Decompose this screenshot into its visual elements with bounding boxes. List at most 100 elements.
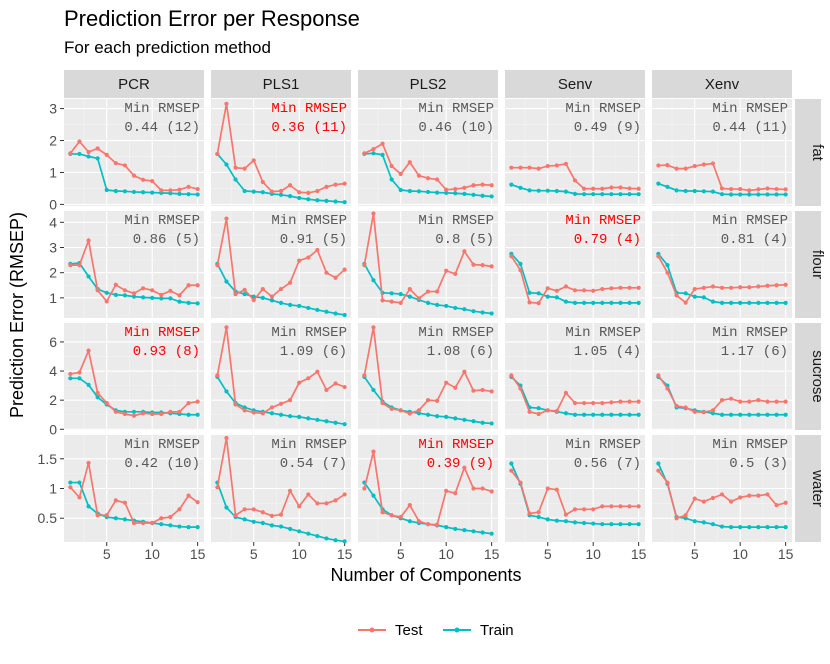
data-point-test [509,165,514,170]
data-point-train [627,300,632,305]
data-point-train [518,185,523,190]
data-point-train [68,480,73,485]
data-point-test [260,510,265,515]
x-axis-title: Number of Components [330,565,521,585]
data-point-test [287,488,293,493]
data-point-train [104,187,109,193]
data-point-test [536,411,541,417]
strip-label-flour: flour [809,250,826,279]
data-point-test [509,468,514,473]
data-point-test [407,160,412,165]
data-point-train [287,302,293,308]
data-point-train [683,188,688,194]
x-tick-label: 15 [484,546,500,562]
legend-test-point [369,627,375,633]
data-point-train [324,198,329,203]
data-point-train [324,419,329,424]
data-point-test [765,283,770,288]
y-tick-label: 1 [49,164,57,180]
data-point-train [636,300,641,305]
panel-pls2-sucrose: Min RMSEP 1.08 (6) [358,323,498,430]
data-point-train [462,191,467,196]
data-point-train [462,307,467,312]
data-point-train [581,300,587,305]
data-point-test [627,186,632,191]
data-point-test [342,384,347,390]
min-rmsep-label: Min RMSEP [565,213,641,229]
data-point-train [471,192,476,197]
data-point-test [618,185,623,190]
panel-pls2-water: Min RMSEP 0.39 (9) [358,435,498,542]
data-point-test [342,267,347,272]
panel-background [652,323,792,430]
data-point-test [563,161,569,166]
data-point-test [692,409,697,414]
panel-pls1-water: Min RMSEP 0.54 (7) [211,435,351,544]
data-point-train [480,530,485,535]
data-point-train [471,419,476,424]
data-point-train [68,376,73,381]
data-point-train [719,192,725,197]
min-rmsep-label: Min RMSEP [712,325,788,341]
data-point-train [591,521,596,526]
data-point-test [480,387,485,393]
data-point-test [260,286,265,292]
data-point-test [269,513,275,518]
data-point-test [398,300,403,305]
data-point-train [554,188,559,194]
data-point-train [563,189,569,194]
x-tick-label: 10 [585,546,601,562]
strip-label-xenv: Xenv [705,76,740,93]
data-point-train [195,192,200,197]
min-rmsep-label: Min RMSEP [271,325,347,341]
data-point-test [278,401,284,406]
data-point-test [738,186,743,192]
data-point-train [434,302,440,308]
data-point-train [747,525,752,530]
data-point-test [701,499,706,504]
data-point-test [416,408,422,413]
min-rmsep-label: Min RMSEP [418,325,494,341]
data-point-train [480,310,485,315]
data-point-test [665,270,670,275]
data-point-train [425,300,431,305]
strip-top-pls1 [211,70,351,98]
data-point-train [774,192,779,197]
data-point-test [306,376,311,381]
data-point-test [462,185,467,190]
data-point-test [656,373,661,378]
panel-senv-sucrose: Min RMSEP 1.05 (4) [505,323,645,430]
panel-pls2-fat: Min RMSEP 0.46 (10) [358,99,498,206]
data-point-test [444,187,449,192]
data-point-test [242,507,247,512]
x-tick-label: 10 [144,546,160,562]
data-point-train [269,411,275,416]
data-point-test [756,187,761,192]
data-point-train [159,296,164,301]
data-point-test [783,187,788,192]
data-point-test [122,163,128,168]
data-point-train [618,412,623,417]
data-point-train [719,524,725,529]
panel-xenv-water: Min RMSEP 0.5 (3) [652,435,792,542]
min-rmsep-label: Min RMSEP [271,213,347,229]
data-point-train [260,295,265,300]
data-point-train [480,193,485,198]
data-point-test [572,507,578,512]
data-point-test [362,263,367,268]
data-point-test [518,268,523,273]
strip-label-fat: fat [809,144,826,162]
strip-label-water: water [809,469,826,507]
min-rmsep-value: 0.91 (5) [280,232,347,248]
data-point-train [683,516,688,521]
data-point-test [131,413,137,418]
data-point-test [783,282,788,287]
data-point-test [453,271,458,277]
y-tick-label: 4 [49,214,57,230]
data-point-train [738,192,743,197]
min-rmsep-value: 0.5 (3) [729,456,788,472]
data-point-train [710,522,716,527]
data-point-test [389,406,394,411]
data-point-test [380,141,385,146]
data-point-train [656,181,661,186]
